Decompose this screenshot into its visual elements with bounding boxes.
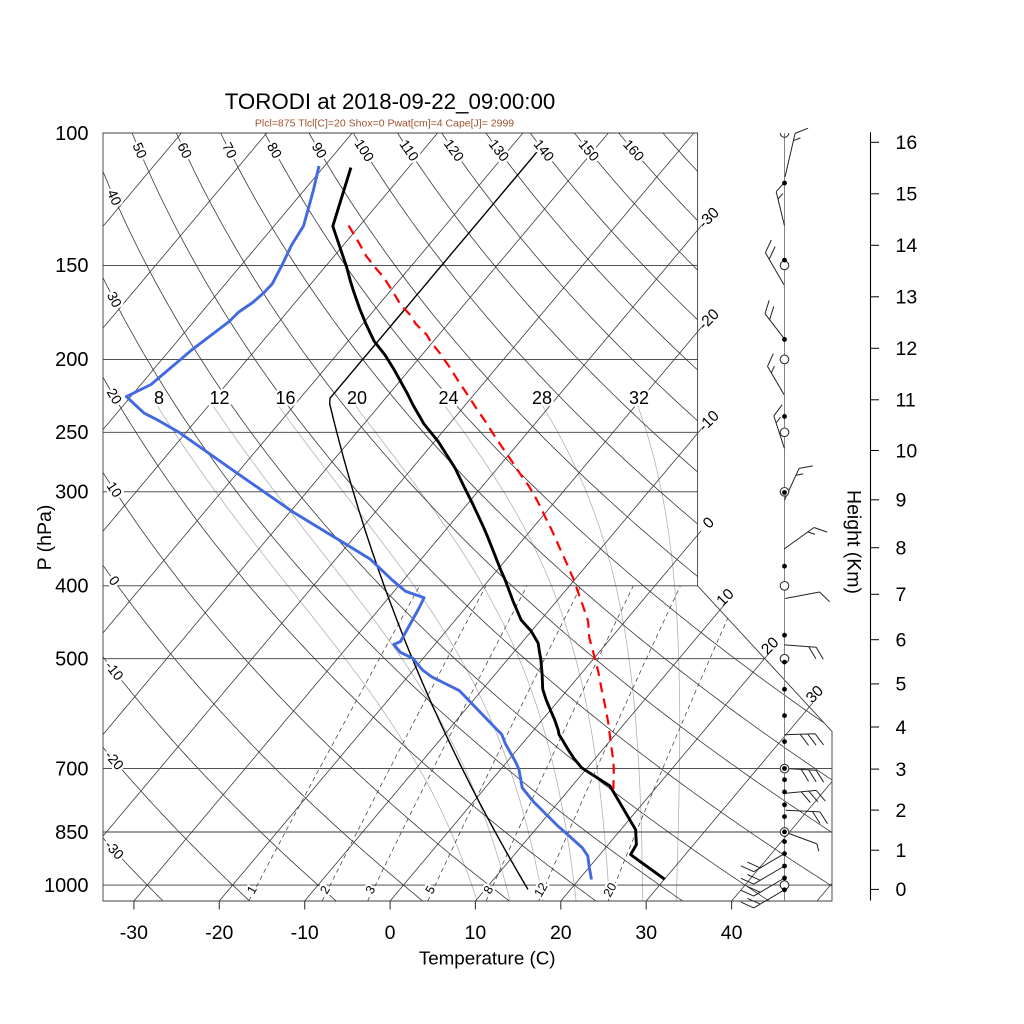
svg-text:30: 30 <box>635 922 657 944</box>
svg-text:5: 5 <box>896 674 907 696</box>
svg-text:28: 28 <box>532 388 552 408</box>
svg-text:3: 3 <box>896 759 907 781</box>
svg-text:16: 16 <box>275 388 295 408</box>
svg-text:8: 8 <box>896 538 907 560</box>
svg-text:15: 15 <box>896 184 918 206</box>
svg-text:24: 24 <box>438 388 458 408</box>
svg-text:P (hPa): P (hPa) <box>34 505 56 571</box>
svg-text:400: 400 <box>55 576 88 598</box>
svg-text:1: 1 <box>896 840 907 862</box>
svg-text:TORODI at 2018-09-22_09:00:00: TORODI at 2018-09-22_09:00:00 <box>225 89 556 114</box>
svg-text:14: 14 <box>896 235 918 257</box>
svg-text:12: 12 <box>209 388 229 408</box>
svg-text:150: 150 <box>55 255 88 277</box>
svg-text:32: 32 <box>629 388 649 408</box>
svg-text:10: 10 <box>465 922 487 944</box>
svg-text:7: 7 <box>896 584 907 606</box>
svg-text:-30: -30 <box>120 922 148 944</box>
svg-text:200: 200 <box>55 349 88 371</box>
svg-text:0: 0 <box>896 879 907 901</box>
svg-text:100: 100 <box>55 123 88 145</box>
svg-text:-10: -10 <box>291 922 319 944</box>
svg-text:0: 0 <box>385 922 396 944</box>
svg-text:8: 8 <box>154 388 164 408</box>
svg-text:1000: 1000 <box>44 875 89 897</box>
svg-text:2: 2 <box>896 800 907 822</box>
svg-text:4: 4 <box>896 717 907 739</box>
svg-text:40: 40 <box>721 922 743 944</box>
svg-text:16: 16 <box>896 132 918 154</box>
svg-text:20: 20 <box>550 922 572 944</box>
svg-text:700: 700 <box>55 758 88 780</box>
svg-text:500: 500 <box>55 649 88 671</box>
svg-text:250: 250 <box>55 422 88 444</box>
svg-text:6: 6 <box>896 630 907 652</box>
svg-text:-20: -20 <box>205 922 233 944</box>
svg-text:9: 9 <box>896 490 907 512</box>
svg-text:10: 10 <box>896 440 918 462</box>
svg-text:11: 11 <box>896 390 916 412</box>
svg-text:Plcl=875 Tlcl[C]=20 Shox=0 Pwa: Plcl=875 Tlcl[C]=20 Shox=0 Pwat[cm]=4 Ca… <box>255 118 514 130</box>
svg-text:12: 12 <box>896 338 918 360</box>
svg-text:20: 20 <box>347 388 367 408</box>
svg-text:13: 13 <box>896 287 918 309</box>
svg-text:300: 300 <box>55 482 88 504</box>
svg-text:Temperature (C): Temperature (C) <box>419 948 556 969</box>
svg-text:850: 850 <box>55 822 88 844</box>
svg-text:Height (Km): Height (Km) <box>843 490 865 594</box>
